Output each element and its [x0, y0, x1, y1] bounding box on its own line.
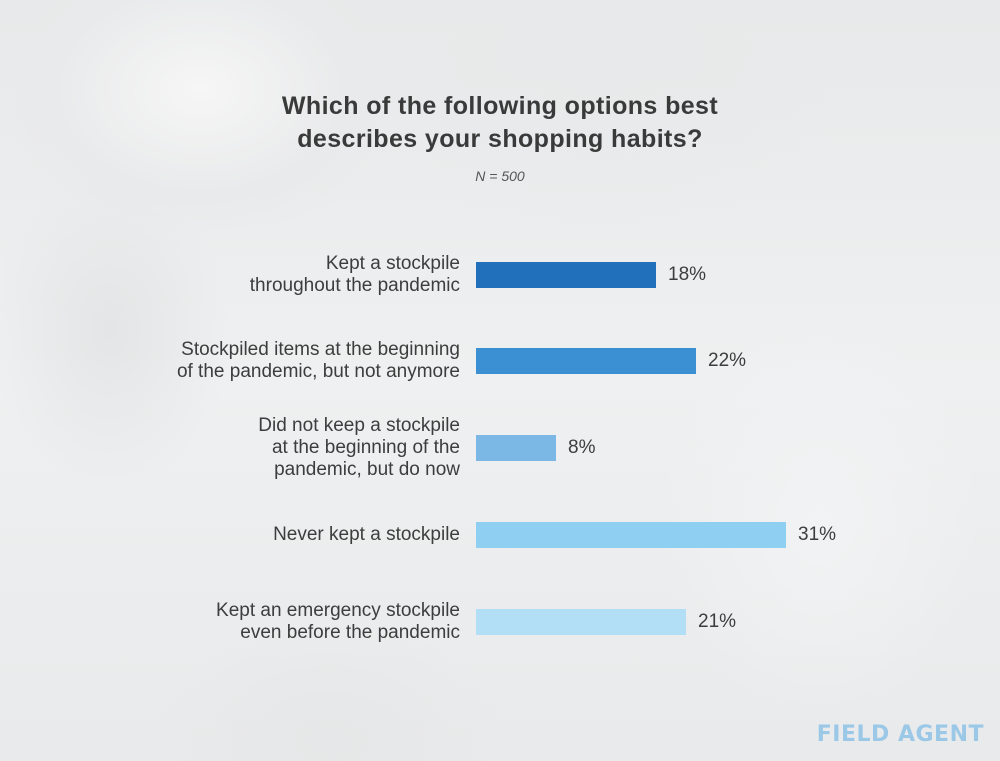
- chart-subtitle: N = 500: [475, 168, 525, 184]
- bar-value-label: 21%: [698, 611, 737, 632]
- category-label: Did not keep a stockpile at the beginnin…: [258, 415, 460, 480]
- bar-value-label: 8%: [568, 437, 596, 458]
- bar-value-label: 31%: [798, 524, 837, 545]
- category-label: Kept an emergency stockpile even before …: [216, 600, 460, 643]
- bar-value-label: 22%: [708, 350, 747, 371]
- category-label: Never kept a stockpile: [273, 524, 460, 545]
- chart-title: Which of the following options best desc…: [281, 92, 719, 153]
- bar: [476, 522, 786, 548]
- bar: [476, 262, 656, 288]
- bar-value-label: 18%: [668, 264, 707, 285]
- bar: [476, 435, 556, 461]
- category-label: Stockpiled items at the beginning of the…: [176, 339, 460, 382]
- bar: [476, 348, 696, 374]
- category-label: Kept a stockpile throughout the pandemic: [249, 253, 460, 296]
- bar: [476, 609, 686, 635]
- field-agent-logo: FIELD AGENT: [816, 722, 984, 747]
